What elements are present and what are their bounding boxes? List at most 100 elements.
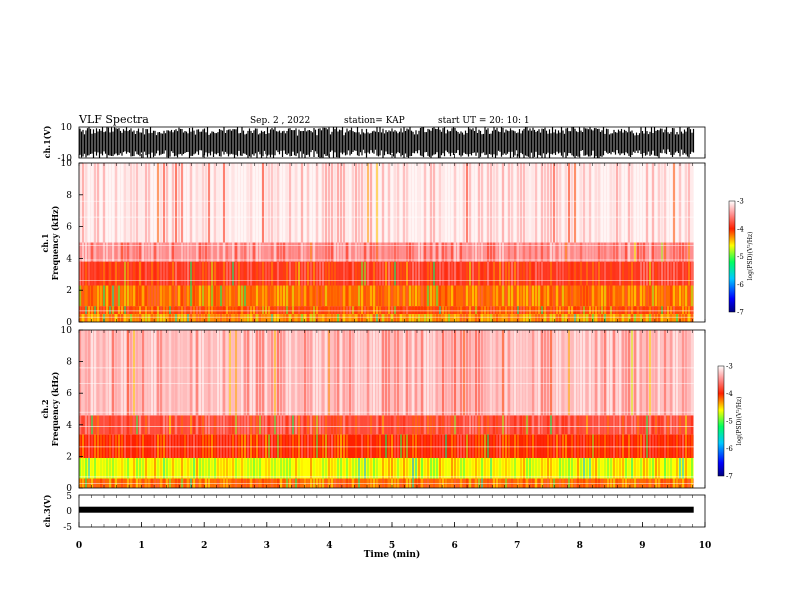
spectrogram-cell: [619, 306, 621, 314]
spectrogram-cell: [148, 314, 150, 322]
spectrogram-cell: [625, 314, 627, 322]
spectrogram-cell: [454, 330, 456, 416]
spectrogram-cell: [121, 242, 123, 262]
spectrogram-cell: [652, 261, 654, 286]
spectrogram-cell: [166, 261, 168, 286]
spectrogram-cell: [505, 330, 507, 416]
spectrogram-cell: [133, 458, 135, 479]
spectrogram-cell: [229, 458, 231, 479]
spectrogram-cell: [316, 458, 318, 479]
spectrogram-cell: [622, 285, 624, 307]
spectrogram-cell: [376, 330, 378, 416]
spectrogram-cell: [652, 163, 654, 243]
spectrogram-cell: [604, 261, 606, 286]
spectrogram-cell: [259, 330, 261, 416]
spectrogram-cell: [643, 285, 645, 307]
spectrogram-cell: [271, 314, 273, 322]
spectrogram-cell: [595, 285, 597, 307]
spectrogram-cell: [610, 415, 612, 435]
spectrogram-cell: [163, 306, 165, 314]
spectrogram-cell: [304, 330, 306, 416]
spectrogram-cell: [295, 458, 297, 479]
spectrogram-cell: [415, 314, 417, 322]
spectrogram-cell: [580, 285, 582, 307]
spectrogram-cell: [226, 415, 228, 435]
spectrogram-cell: [331, 415, 333, 435]
spectrogram-cell: [631, 261, 633, 286]
spectrogram-cell: [598, 415, 600, 435]
spectrogram-cell: [124, 285, 126, 307]
spectrogram-cell: [418, 163, 420, 243]
spectrogram-cell: [685, 415, 687, 435]
spectrogram-cell: [556, 306, 558, 314]
spectrogram-cell: [259, 242, 261, 262]
spectrogram-cell: [481, 306, 483, 314]
spectrogram-cell: [439, 285, 441, 307]
spectrogram-cell: [601, 163, 603, 243]
spectrogram-cell: [283, 330, 285, 416]
spectrogram-cell: [466, 434, 468, 458]
spectrogram-cell: [148, 163, 150, 243]
spectrogram-cell: [661, 163, 663, 243]
spectrogram-cell: [469, 285, 471, 307]
spectrogram-cell: [595, 306, 597, 314]
spectrogram-cell: [181, 458, 183, 479]
spectrogram-cell: [676, 434, 678, 458]
spectrogram-cell: [442, 261, 444, 286]
spectrogram-cell: [184, 306, 186, 314]
spectrogram-cell: [160, 285, 162, 307]
spectrogram-cell: [379, 285, 381, 307]
spectrogram-cell: [619, 314, 621, 322]
spectrogram-cell: [520, 242, 522, 262]
spectrogram-cell: [541, 330, 543, 416]
spectrogram-cell: [223, 330, 225, 416]
spectrogram-cell: [421, 434, 423, 458]
spectrogram-cell: [523, 285, 525, 307]
spectrogram-cell: [418, 314, 420, 322]
spectrogram-cell: [442, 306, 444, 314]
spectrogram-cell: [118, 330, 120, 416]
spectrogram-cell: [388, 314, 390, 322]
spectrogram-cell: [457, 314, 459, 322]
spectrogram-cell: [460, 306, 462, 314]
spectrogram-cell: [277, 330, 279, 416]
spectrogram-cell: [655, 261, 657, 286]
spectrogram-cell: [211, 163, 213, 243]
spectrogram-cell: [457, 306, 459, 314]
spectrogram-cell: [403, 242, 405, 262]
spectrogram-cell: [190, 306, 192, 314]
spectrogram-cell: [193, 434, 195, 458]
spectrogram-cell: [406, 458, 408, 479]
spectrogram-cell: [364, 415, 366, 435]
spectrogram-cell: [481, 458, 483, 479]
spectrogram-cell: [274, 163, 276, 243]
spectrogram-cell: [280, 434, 282, 458]
spectrogram-cell: [166, 458, 168, 479]
spectrogram-cell: [406, 285, 408, 307]
ch1-waveform-panel: 10 -10 ch.1(V): [42, 123, 706, 164]
spectrogram-cell: [382, 261, 384, 286]
spectrogram-cell: [82, 306, 84, 314]
spectrogram-cell: [406, 314, 408, 322]
spectrogram-cell: [526, 163, 528, 243]
spectrogram-cell: [316, 330, 318, 416]
spectrogram-cell: [538, 285, 540, 307]
spectrogram-cell: [292, 285, 294, 307]
spectrogram-cell: [322, 314, 324, 322]
spectrogram-cell: [190, 458, 192, 479]
spectrogram-cell: [463, 285, 465, 307]
spectrogram-cell: [292, 261, 294, 286]
spectrogram-cell: [457, 330, 459, 416]
spectrogram-cell: [130, 285, 132, 307]
ch2-colorbar: [717, 365, 725, 477]
spectrogram-cell: [304, 242, 306, 262]
spectrogram-cell: [232, 434, 234, 458]
spectrogram-cell: [604, 242, 606, 262]
spectrogram-cell: [541, 306, 543, 314]
spectrogram-cell: [646, 314, 648, 322]
spectrogram-cell: [355, 415, 357, 435]
spectrogram-cell: [283, 242, 285, 262]
ch1-colorbar: [728, 200, 736, 313]
spectrogram-cell: [403, 314, 405, 322]
spectrogram-cell: [325, 314, 327, 322]
